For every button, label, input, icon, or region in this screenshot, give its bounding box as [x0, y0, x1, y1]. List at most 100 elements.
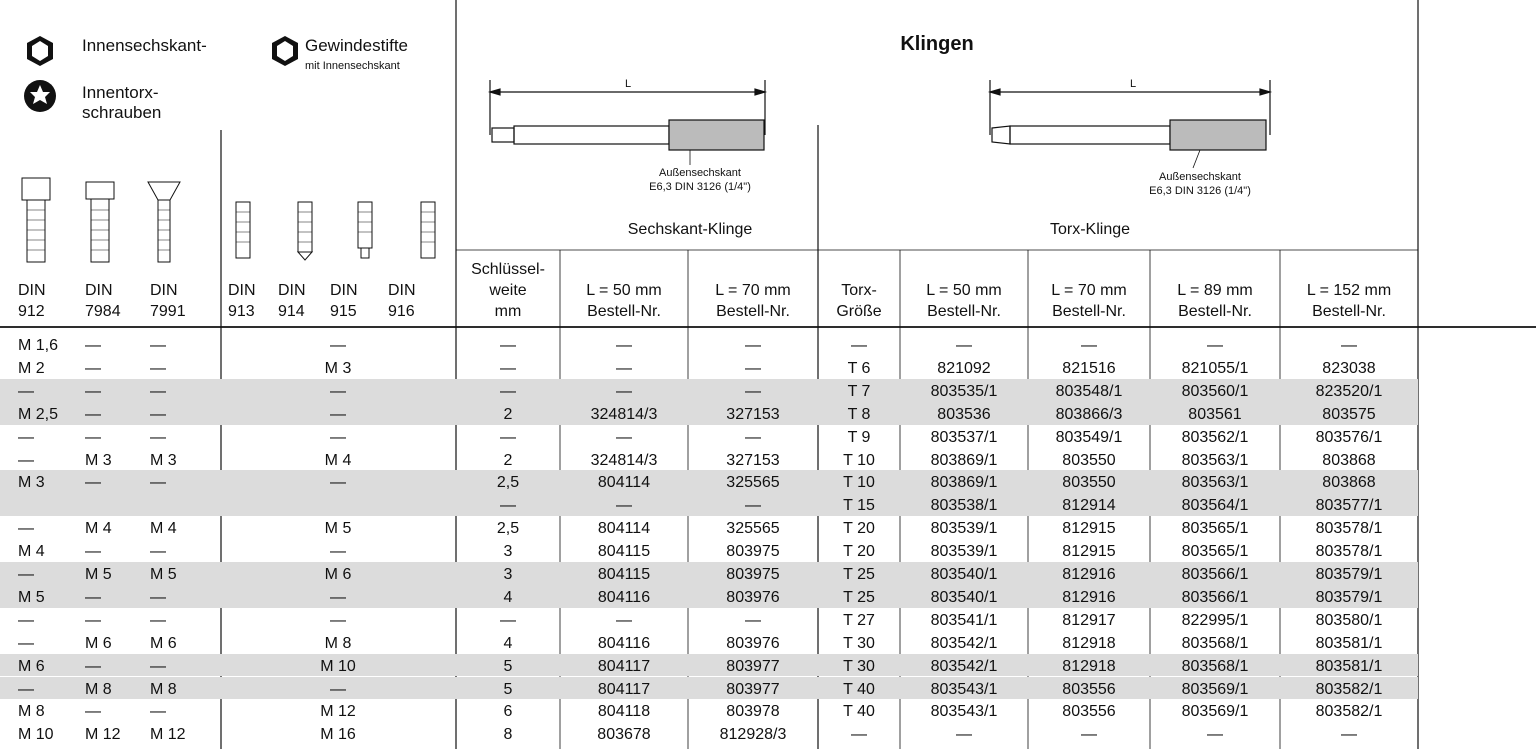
cell: —: [956, 726, 972, 744]
cell: 803550: [1062, 474, 1116, 492]
column-header: Bestell-Nr.: [1052, 303, 1126, 320]
cell: 812915: [1062, 543, 1116, 561]
cell: —: [150, 588, 166, 606]
cell: 803543/1: [930, 703, 998, 721]
cell: 803868: [1322, 474, 1376, 492]
cell: 803540/1: [930, 588, 998, 606]
cell: —: [150, 337, 166, 354]
column-header: 913: [228, 303, 255, 320]
legend-setscrew: Gewindestifte: [305, 36, 408, 55]
cell: 812917: [1062, 611, 1116, 629]
cell: 803578/1: [1315, 520, 1383, 538]
cell: 803563/1: [1181, 474, 1249, 492]
cell: T 30: [843, 634, 875, 652]
cell: —: [85, 543, 101, 561]
cell: —: [85, 588, 101, 606]
cell: 803582/1: [1315, 680, 1383, 698]
cell: 812918: [1062, 634, 1116, 652]
cell: M 4: [85, 520, 112, 538]
cell: —: [330, 474, 346, 492]
cell: 803556: [1062, 703, 1116, 721]
cell: —: [616, 337, 632, 354]
cell: —: [330, 543, 346, 561]
cell: —: [745, 611, 761, 629]
cell: 803560/1: [1181, 382, 1249, 400]
cell: 803562/1: [1181, 428, 1249, 446]
cell: —: [616, 428, 632, 446]
cell: M 3: [150, 451, 177, 469]
cell: 803580/1: [1315, 611, 1383, 629]
cell: 812915: [1062, 520, 1116, 538]
cell: —: [616, 497, 632, 515]
column-header: 915: [330, 303, 357, 320]
cell: 803563/1: [1181, 451, 1249, 469]
cell: 803975: [726, 566, 780, 583]
cell: 2,5: [496, 520, 520, 538]
cell: 803577/1: [1315, 497, 1383, 515]
cell: M 5: [85, 566, 112, 583]
cell: 803869/1: [930, 474, 998, 492]
bit-name: Sechskant-Klinge: [627, 221, 753, 238]
cell: M 6: [18, 657, 45, 675]
cell: 3: [503, 566, 513, 583]
cell: T 15: [843, 497, 875, 515]
cell: 821055/1: [1181, 359, 1249, 377]
column-header: DIN: [18, 282, 46, 299]
drive-spec: E6,3 DIN 3126 (1/4"): [649, 181, 751, 193]
cell: 803975: [726, 543, 780, 561]
column-header: 916: [388, 303, 415, 320]
cell: T 7: [847, 382, 871, 400]
legend-note: mit Innensechskant: [305, 60, 400, 72]
cell: 803540/1: [930, 566, 998, 583]
cell: 821516: [1062, 359, 1116, 377]
cell: —: [150, 359, 166, 377]
cell: 803556: [1062, 680, 1116, 698]
cell: 803976: [726, 588, 780, 606]
cell: 803539/1: [930, 520, 998, 538]
cell: —: [330, 611, 346, 629]
cell: M 8: [85, 680, 112, 698]
cell: —: [616, 359, 632, 377]
cell: —: [1207, 337, 1223, 354]
cell: 803537/1: [930, 428, 998, 446]
cell: —: [18, 611, 34, 629]
column-header: 914: [278, 303, 305, 320]
cell: —: [85, 703, 101, 721]
drive-label: Außensechskant: [659, 167, 741, 179]
cell: 812916: [1062, 566, 1116, 583]
cell: 803869/1: [930, 451, 998, 469]
cell: T 10: [843, 474, 875, 492]
cell: 803581/1: [1315, 634, 1383, 652]
cell: —: [150, 382, 166, 400]
row-band: [0, 493, 1418, 517]
column-header: Bestell-Nr.: [1312, 303, 1386, 320]
cell: 823038: [1322, 359, 1376, 377]
cell: —: [85, 382, 101, 400]
cell: 803579/1: [1315, 566, 1383, 583]
cell: M 8: [150, 680, 177, 698]
cell: 803579/1: [1315, 588, 1383, 606]
cell: M 5: [150, 566, 177, 583]
cell: 803568/1: [1181, 657, 1249, 675]
cell: 804116: [597, 634, 651, 652]
cell: 803565/1: [1181, 543, 1249, 561]
cell: 823520/1: [1315, 382, 1383, 400]
cell: 803541/1: [930, 611, 998, 629]
column-header: L = 152 mm: [1306, 282, 1392, 299]
cell: —: [330, 405, 346, 423]
cell: 803566/1: [1181, 588, 1249, 606]
cell: T 27: [843, 611, 875, 629]
cell: —: [500, 359, 516, 377]
row-band: [0, 562, 1418, 585]
cell: 803568/1: [1181, 634, 1249, 652]
cell: 821092: [937, 359, 991, 377]
cell: —: [1341, 726, 1357, 744]
cell: 803548/1: [1055, 382, 1123, 400]
row-band: [0, 653, 1418, 677]
cell: —: [85, 405, 101, 423]
cell: —: [330, 382, 346, 400]
cell: 804117: [597, 657, 651, 675]
cell: —: [18, 680, 34, 698]
